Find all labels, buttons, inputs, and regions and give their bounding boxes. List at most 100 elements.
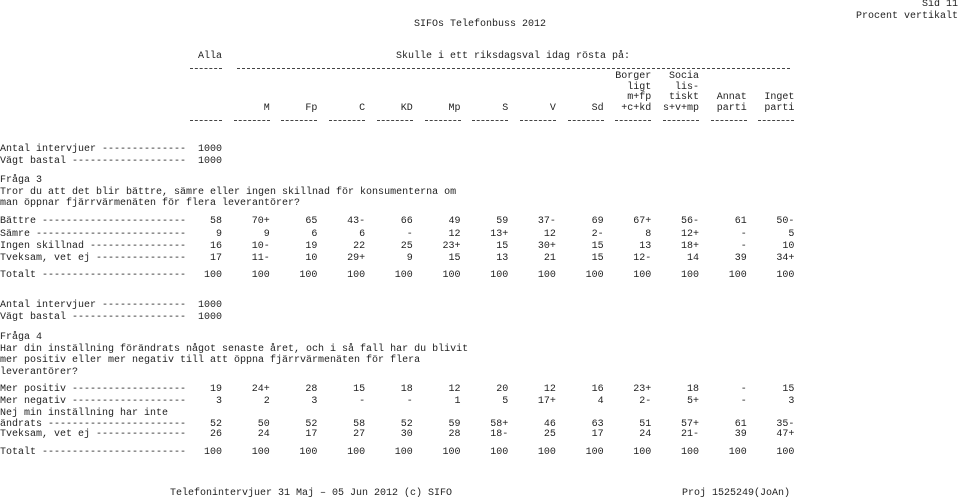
total-cell: 100 [490, 270, 509, 281]
cell: - [740, 396, 747, 407]
cell: 58 [353, 418, 366, 430]
cell: 3 [215, 396, 222, 407]
column-header: lis- [674, 81, 699, 93]
cell: 35- [776, 418, 795, 430]
cell: 24 [257, 429, 270, 440]
cell: 23+ [633, 384, 652, 395]
column-header: parti [764, 103, 795, 114]
base-value: 1000 [197, 300, 222, 311]
cell: 3 [788, 396, 795, 407]
cell: 25 [543, 429, 556, 440]
cell: 51 [639, 418, 652, 430]
cell: - [406, 396, 413, 407]
total-label: Totalt ------------------------ [0, 270, 187, 281]
column-header: C [359, 103, 366, 114]
cell: 19 [305, 241, 318, 252]
row-label: Sämre ------------------------- [0, 229, 187, 240]
footer: Proj 1525249(JoAn) [681, 488, 790, 499]
cell: 17 [591, 429, 604, 440]
cell: 22 [353, 241, 366, 252]
rule [663, 120, 699, 121]
cell: 52 [305, 418, 318, 430]
cell: 65 [305, 216, 318, 227]
rule [329, 120, 366, 121]
rule [233, 120, 270, 121]
cell: 69 [591, 216, 604, 227]
row-label: Mer negativ ------------------- [0, 396, 187, 407]
cell: - [740, 229, 747, 240]
title: SIFOs Telefonbuss 2012 [414, 19, 547, 30]
total-cell: 100 [728, 270, 747, 281]
total-cell: 100 [347, 270, 366, 281]
cell: 18 [686, 384, 699, 395]
cell: - [359, 396, 366, 407]
base-label: Antal intervjuer -------------- [0, 144, 187, 155]
cell: 57+ [680, 418, 699, 430]
total-cell: 100 [203, 447, 222, 458]
cell: 2- [591, 229, 604, 240]
cell: 10- [251, 241, 270, 252]
cell: 15 [496, 241, 509, 252]
row-label: Tveksam, vet ej --------------- [0, 429, 187, 440]
question-text: Har din inställning förändrats något sen… [0, 343, 469, 355]
cell: 58+ [490, 418, 509, 430]
cell: 28 [305, 384, 318, 395]
cell: 24+ [251, 384, 270, 395]
column-header: M [263, 103, 270, 114]
total-cell: 100 [537, 447, 556, 458]
question-label: Fråga 4 [0, 332, 43, 343]
total-cell: 100 [585, 270, 604, 281]
cell: 9 [215, 229, 222, 240]
cell: 28 [448, 429, 461, 440]
cell: 43- [347, 216, 366, 227]
cell: 56- [680, 216, 699, 227]
column-header: Socia [668, 70, 699, 82]
rule [615, 120, 652, 121]
total-cell: 100 [680, 270, 699, 281]
cell: 26 [209, 429, 222, 440]
cell: 58 [209, 216, 222, 227]
cell: 13 [496, 253, 509, 264]
column-header: V [549, 103, 556, 114]
cell: 15 [782, 384, 795, 395]
cell: 12 [448, 229, 461, 240]
cell: 12 [448, 384, 461, 395]
question-text: leverantörer? [0, 366, 79, 378]
cell: 11- [251, 253, 270, 264]
cell: 12- [633, 253, 652, 264]
cell: 50- [776, 216, 795, 227]
cell: 12+ [680, 229, 699, 240]
column-header: Mp [448, 103, 461, 114]
cell: 17 [305, 429, 318, 440]
cell: 8 [645, 229, 652, 240]
column-header: Annat [716, 92, 747, 104]
cell: 18+ [680, 241, 699, 252]
cell: - [406, 229, 413, 240]
question-label: Fråga 3 [0, 175, 43, 186]
cell: 15 [591, 253, 604, 264]
row-label: Mer positiv ------------------- [0, 384, 187, 395]
cell: 18- [490, 429, 509, 440]
rule [190, 120, 222, 121]
cell: 5 [502, 396, 509, 407]
cell: 6 [359, 229, 366, 240]
column-header: S [502, 103, 509, 114]
column-header: m+fp [627, 92, 652, 104]
cell: 18 [400, 384, 413, 395]
total-cell: 100 [680, 447, 699, 458]
total-cell: 100 [537, 270, 556, 281]
total-cell: 100 [776, 447, 795, 458]
rule [567, 120, 604, 121]
column-header: ligt [627, 81, 652, 93]
cell: 50 [257, 418, 270, 430]
cell: 37- [537, 216, 556, 227]
column-header: Borger [615, 70, 652, 82]
cell: 23+ [442, 241, 461, 252]
cell: 66 [400, 216, 413, 227]
rule [237, 68, 790, 69]
rule [758, 120, 795, 121]
cell: 15 [591, 241, 604, 252]
question-text: man öppnar fjärrvärmenäten för flera lev… [0, 198, 301, 209]
base-label: Antal intervjuer -------------- [0, 300, 187, 311]
